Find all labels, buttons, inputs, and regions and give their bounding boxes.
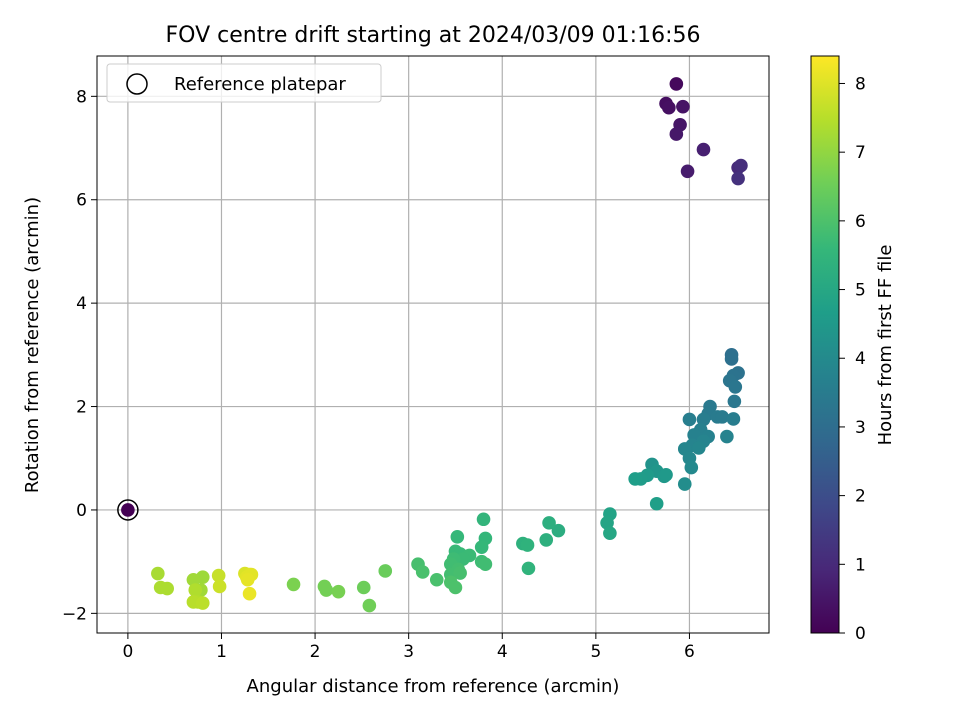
data-point — [684, 460, 699, 475]
data-point — [362, 598, 377, 613]
legend-box — [106, 63, 382, 103]
colorbar-tick-label: 7 — [855, 143, 866, 163]
data-points — [117, 77, 748, 613]
data-point — [680, 164, 695, 179]
y-tick-label: 0 — [76, 501, 87, 521]
data-point — [696, 412, 711, 427]
y-tick-label: 8 — [76, 87, 87, 107]
x-tick-label: 5 — [590, 642, 601, 662]
data-point — [478, 557, 493, 572]
data-point — [726, 412, 741, 426]
colorbar-scale — [810, 55, 840, 634]
y-tick-label: 6 — [76, 191, 87, 211]
data-point — [662, 100, 676, 115]
data-point — [286, 577, 301, 592]
data-point — [240, 572, 255, 587]
data-point — [212, 579, 227, 594]
legend: Reference platepar — [106, 63, 382, 103]
y-tick-label: −2 — [62, 604, 87, 624]
data-point — [429, 572, 444, 587]
legend-reference-label: Reference platepar — [174, 74, 346, 95]
data-point — [727, 394, 742, 409]
data-point — [195, 596, 210, 610]
data-point — [542, 516, 556, 530]
data-point — [450, 530, 465, 544]
data-point — [551, 523, 566, 538]
colorbar: 0 1 2 3 4 5 6 7 8 Hours from first FF file — [810, 55, 896, 644]
colorbar-tick-label: 0 — [855, 624, 866, 644]
data-point — [474, 540, 489, 554]
y-axis-label: Rotation from reference (arcmin) — [22, 197, 43, 493]
y-tick-label: 4 — [76, 294, 87, 314]
data-point — [603, 526, 617, 541]
data-point — [649, 496, 664, 511]
data-point — [186, 572, 201, 587]
reference-platepar-marker — [117, 499, 139, 521]
data-point — [211, 568, 226, 583]
x-tick-label: 0 — [122, 642, 133, 662]
data-point — [692, 441, 706, 455]
data-point — [539, 533, 554, 547]
data-point — [456, 552, 470, 566]
data-point — [720, 429, 734, 444]
y-axis-ticks: −2 0 2 4 6 8 — [62, 87, 97, 624]
colorbar-tick-label: 1 — [855, 555, 866, 575]
data-point — [715, 410, 730, 424]
data-point — [378, 564, 393, 578]
colorbar-tick-label: 3 — [855, 418, 866, 438]
x-tick-label: 6 — [684, 642, 695, 662]
data-point — [628, 472, 642, 486]
data-point — [676, 99, 690, 114]
data-point — [453, 566, 467, 580]
colorbar-tick-label: 5 — [855, 281, 866, 301]
data-point — [659, 467, 673, 482]
data-point — [724, 352, 739, 366]
data-point — [160, 581, 174, 596]
data-point — [448, 580, 463, 595]
x-tick-label: 4 — [497, 642, 508, 662]
chart-title: FOV centre drift starting at 2024/03/09 … — [166, 23, 701, 48]
plot-frame — [96, 55, 770, 634]
x-tick-label: 3 — [403, 642, 414, 662]
reference-point-fill — [121, 503, 135, 517]
colorbar-tick-label: 4 — [855, 349, 866, 369]
x-tick-label: 2 — [310, 642, 321, 662]
data-point — [356, 580, 371, 595]
colorbar-tick-label: 8 — [855, 74, 866, 94]
data-point — [696, 142, 711, 157]
data-point — [669, 127, 684, 141]
colorbar-tick-label: 2 — [855, 487, 866, 507]
data-point — [669, 77, 684, 91]
data-point — [415, 565, 430, 579]
colorbar-label: Hours from first FF file — [875, 245, 896, 446]
data-point — [520, 538, 535, 552]
data-point — [677, 477, 692, 491]
x-tick-label: 1 — [216, 642, 227, 662]
y-tick-label: 2 — [76, 398, 87, 418]
grid-lines — [97, 56, 769, 633]
data-point — [682, 412, 697, 427]
colorbar-ticks: 0 1 2 3 4 5 6 7 8 — [839, 74, 866, 644]
x-axis-ticks: 0 1 2 3 4 5 6 — [122, 633, 695, 662]
data-point — [319, 583, 334, 597]
data-point — [151, 566, 165, 581]
colorbar-tick-label: 6 — [855, 212, 866, 232]
data-point — [476, 512, 491, 527]
data-point — [521, 561, 536, 576]
data-point — [188, 583, 203, 597]
data-point — [600, 516, 614, 530]
data-point — [331, 584, 346, 599]
data-point — [728, 380, 743, 394]
legend-reference-marker — [126, 73, 148, 95]
data-point — [242, 586, 257, 601]
data-point — [734, 158, 748, 173]
data-point — [731, 171, 745, 186]
x-axis-label: Angular distance from reference (arcmin) — [247, 676, 620, 697]
